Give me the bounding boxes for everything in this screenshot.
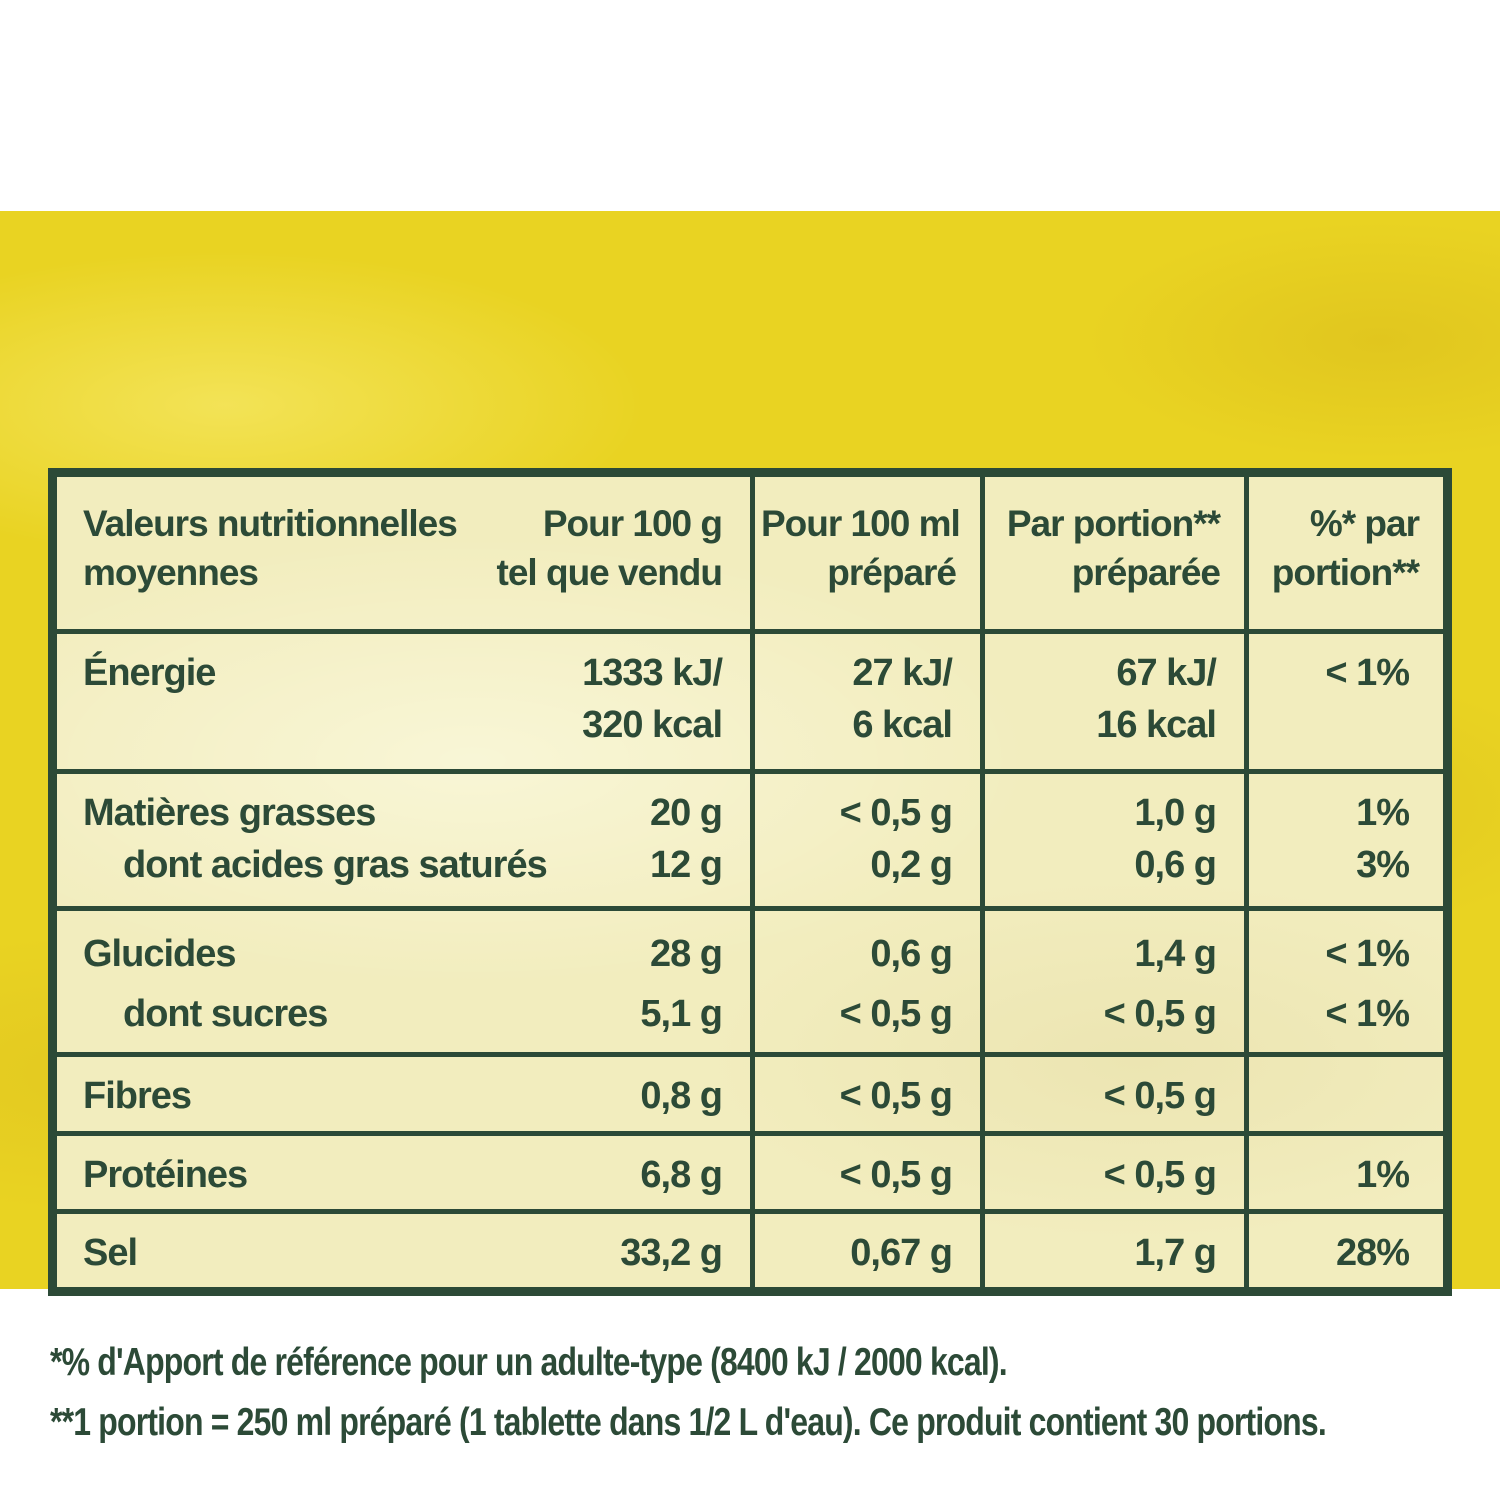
cell-percent-per-portion: < 1% (1244, 634, 1443, 769)
footnote-reference-intake: *% d'Apport de référence pour un adulte-… (50, 1341, 1008, 1384)
header-line: tel que vendu (496, 552, 723, 593)
header-line: préparé (827, 552, 957, 593)
cell-per-100ml: < 0,5 g (750, 1057, 980, 1131)
value-percent: 1% (1356, 1154, 1410, 1196)
cell-per-100ml: 0,67 g (750, 1214, 980, 1287)
nutrient-label: Sel (83, 1232, 138, 1274)
value-per-portion: 16 kcal (1096, 704, 1217, 746)
nutrient-label: Matières grasses (83, 792, 376, 834)
header-line: Par portion** (1006, 503, 1221, 544)
value-per-100ml: 27 kJ/ (852, 652, 953, 694)
table-body: Énergie 1333 kJ/320 kcal 27 kJ/6 kcal 67 kJ… (57, 629, 1443, 1287)
value-per-portion: 67 kJ/ (1116, 652, 1217, 694)
table-row: Glucides 28 g dont sucres 5,1 g 0,6 g < 0,5 g… (57, 906, 1443, 1052)
value-percent (1255, 699, 1409, 751)
value-per-100ml: 0,6 g (870, 933, 953, 975)
header-nutrients-label: Valeurs nutritionnelles moyennes (83, 499, 458, 621)
footnote-portion-definition: **1 portion = 250 ml préparé (1 tablette… (50, 1401, 1327, 1444)
cell-nutrient-and-per100g: Sel 33,2 g (57, 1214, 750, 1287)
cell-nutrient-and-per100g: Matières grasses 20 g dont acides gras sat… (57, 774, 750, 906)
value-per-100ml: 0,67 g (850, 1232, 953, 1274)
cell-per-100ml: 0,6 g < 0,5 g (750, 911, 980, 1052)
cell-per-portion: < 0,5 g (980, 1136, 1244, 1209)
value-per-100ml: < 0,5 g (839, 993, 953, 1035)
cell-per-100ml: < 0,5 g 0,2 g (750, 774, 980, 906)
header-cell-nutrients-per100g: Valeurs nutritionnelles moyennes Pour 10… (57, 477, 750, 629)
table-row: Fibres 0,8 g < 0,5 g < 0,5 g (57, 1052, 1443, 1131)
value-per-portion: 1,4 g (1134, 933, 1217, 975)
nutrient-label: Énergie (83, 652, 216, 694)
value-per-100g: 6,8 g (640, 1154, 723, 1196)
table-row: Sel 33,2 g 0,67 g 1,7 g 28% (57, 1209, 1443, 1287)
cell-per-portion: 67 kJ/16 kcal (980, 634, 1244, 769)
cell-per-portion: 1,7 g (980, 1214, 1244, 1287)
value-percent: 1% (1356, 792, 1410, 834)
value-per-100ml: < 0,5 g (839, 1154, 953, 1196)
value-per-100g: 33,2 g (620, 1232, 723, 1274)
value-percent: 3% (1356, 844, 1410, 886)
value-percent: < 1% (1325, 933, 1410, 975)
value-per-portion: 0,6 g (1134, 844, 1217, 886)
table-row: Énergie 1333 kJ/320 kcal 27 kJ/6 kcal 67 kJ… (57, 629, 1443, 769)
table-header-row: Valeurs nutritionnelles moyennes Pour 10… (57, 477, 1443, 629)
value-per-portion: < 0,5 g (1103, 993, 1217, 1035)
header-percent-per-portion-label: %* par portion** (1244, 477, 1443, 629)
header-line: Pour 100 g (542, 503, 723, 544)
header-per-portion-label: Par portion** préparée (980, 477, 1244, 629)
header-line: moyennes (83, 552, 259, 593)
cell-percent-per-portion: 28% (1244, 1214, 1443, 1287)
value-per-portion: < 0,5 g (1103, 1154, 1217, 1196)
value-per-100g: 20 g (649, 792, 723, 834)
cell-nutrient-and-per100g: Énergie 1333 kJ/320 kcal (57, 634, 750, 769)
nutrient-label: Protéines (83, 1154, 248, 1196)
value-percent (1255, 1070, 1409, 1122)
value-per-portion: 1,7 g (1134, 1232, 1217, 1274)
value-per-portion: 1,0 g (1134, 792, 1217, 834)
value-per-100ml: 6 kcal (852, 704, 953, 746)
value-per-portion: < 0,5 g (1103, 1075, 1217, 1117)
cell-per-100ml: 27 kJ/6 kcal (750, 634, 980, 769)
cell-per-portion: < 0,5 g (980, 1057, 1244, 1131)
header-per-100ml-label: Pour 100 ml préparé (750, 477, 980, 629)
header-line: %* par (1309, 503, 1420, 544)
cell-per-portion: 1,0 g 0,6 g (980, 774, 1244, 906)
value-per-100ml: 0,2 g (870, 844, 953, 886)
cell-nutrient-and-per100g: Fibres 0,8 g (57, 1057, 750, 1131)
cell-nutrient-and-per100g: Glucides 28 g dont sucres 5,1 g (57, 911, 750, 1052)
nutrient-label: dont sucres (123, 993, 328, 1035)
value-per-100g: 0,8 g (640, 1075, 723, 1117)
nutrient-label: Glucides (83, 933, 236, 975)
value-per-100ml: < 0,5 g (839, 1075, 953, 1117)
value-percent: < 1% (1325, 652, 1410, 694)
nutrient-label: Fibres (83, 1075, 192, 1117)
header-line: préparée (1071, 552, 1221, 593)
cell-per-portion: 1,4 g < 0,5 g (980, 911, 1244, 1052)
table-row: Matières grasses 20 g dont acides gras sat… (57, 769, 1443, 906)
footnotes: *% d'Apport de référence pour un adulte-… (50, 1333, 1327, 1453)
value-percent: 28% (1335, 1232, 1410, 1274)
value-per-100g: 28 g (649, 933, 723, 975)
nutrient-label: dont acides gras saturés (123, 844, 548, 886)
cell-percent-per-portion: 1% 3% (1244, 774, 1443, 906)
value-per-100ml: < 0,5 g (839, 792, 953, 834)
header-line: Pour 100 ml (761, 503, 961, 544)
cell-percent-per-portion: < 1% < 1% (1244, 911, 1443, 1052)
value-per-100g: 5,1 g (640, 993, 723, 1035)
cell-per-100ml: < 0,5 g (750, 1136, 980, 1209)
table-row: Protéines 6,8 g < 0,5 g < 0,5 g 1% (57, 1131, 1443, 1209)
header-line: portion** (1271, 552, 1420, 593)
cell-percent-per-portion: 1% (1244, 1136, 1443, 1209)
value-percent: < 1% (1325, 993, 1410, 1035)
value-per-100g: 12 g (649, 844, 723, 886)
nutrition-facts-table: Valeurs nutritionnelles moyennes Pour 10… (48, 468, 1452, 1296)
cell-nutrient-and-per100g: Protéines 6,8 g (57, 1136, 750, 1209)
cell-percent-per-portion (1244, 1057, 1443, 1131)
packaging-yellow-panel: Valeurs nutritionnelles moyennes Pour 10… (0, 211, 1500, 1444)
header-line: Valeurs nutritionnelles (83, 503, 458, 544)
value-per-100g: 320 kcal (582, 704, 723, 746)
header-per-100g-label: Pour 100 g tel que vendu (496, 499, 723, 621)
value-per-100g: 1333 kJ/ (582, 652, 723, 694)
